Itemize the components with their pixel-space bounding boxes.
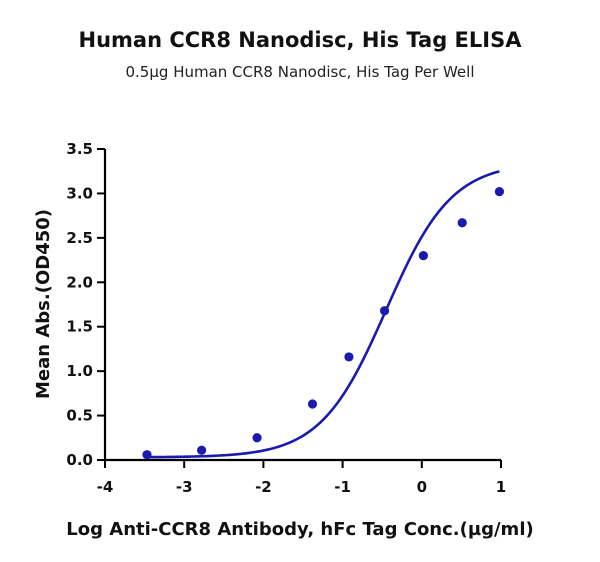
- data-point: [142, 450, 152, 460]
- y-tick-label: 1.5: [66, 318, 93, 336]
- chart-subtitle: 0.5µg Human CCR8 Nanodisc, His Tag Per W…: [126, 63, 475, 81]
- data-points: [142, 187, 505, 460]
- x-tick-label: 0: [417, 478, 427, 496]
- x-tick-label: -3: [176, 478, 193, 496]
- y-tick-label: 3.0: [66, 184, 93, 202]
- data-point: [307, 399, 318, 409]
- data-point: [344, 352, 354, 362]
- x-tick-label: -2: [255, 478, 272, 496]
- x-ticks: -4 -3 -2 -1 0 1: [97, 460, 506, 496]
- data-point: [494, 187, 505, 197]
- data-point: [457, 218, 467, 228]
- plot-area: 0.0 0.5 1.0 1.5 2.0 2.5 3.0 3.5 -4 -3 -2 -1 0 1: [66, 140, 506, 496]
- y-axis-label: Mean Abs.(OD450): [33, 209, 54, 399]
- data-point: [197, 445, 207, 455]
- y-tick-label: 3.5: [66, 140, 93, 158]
- x-axis-label: Log Anti-CCR8 Antibody, hFc Tag Conc.(µg…: [66, 519, 533, 540]
- y-tick-label: 1.0: [66, 362, 93, 380]
- data-point: [418, 251, 428, 261]
- y-tick-label: 2.5: [66, 229, 93, 247]
- x-tick-label: -4: [97, 478, 114, 496]
- chart-title: Human CCR8 Nanodisc, His Tag ELISA: [79, 28, 523, 52]
- x-tick-label: 1: [496, 478, 506, 496]
- y-ticks: 0.0 0.5 1.0 1.5 2.0 2.5 3.0 3.5: [66, 140, 105, 469]
- y-tick-label: 0.0: [66, 451, 93, 469]
- data-point: [252, 433, 262, 443]
- x-tick-label: -1: [334, 478, 351, 496]
- y-tick-label: 2.0: [66, 273, 93, 291]
- y-tick-label: 0.5: [66, 407, 93, 425]
- data-point: [379, 306, 390, 316]
- fit-curve: [146, 170, 500, 459]
